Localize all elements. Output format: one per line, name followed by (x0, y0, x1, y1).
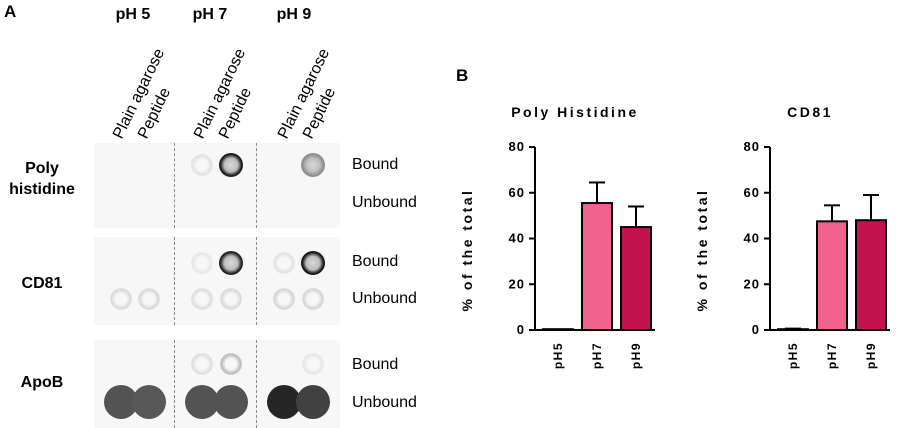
blot-spot (267, 385, 301, 419)
row-label-line: ApoB (20, 374, 64, 391)
bound-label: Bound (352, 356, 399, 373)
row-label-line: histidine (9, 181, 75, 198)
blot-spot (191, 288, 213, 310)
blot-spot (214, 385, 248, 419)
y-tick-label: 40 (744, 231, 760, 246)
x-tick-label: pH7 (825, 342, 839, 369)
blot-spot (220, 288, 242, 310)
ph-header-9: pH 9 (276, 6, 312, 23)
x-tick-label: pH7 (590, 342, 604, 369)
chart-title: CD81 (787, 104, 833, 120)
lane-divider (256, 237, 257, 325)
lane-divider (174, 237, 175, 325)
blot-spot (273, 252, 295, 274)
blot-spot (219, 251, 243, 275)
row-label-line: Poly (25, 160, 59, 177)
blot-spot (138, 288, 160, 310)
blot-spot (219, 153, 243, 177)
unbound-label: Unbound (352, 290, 417, 307)
bound-label: Bound (352, 253, 399, 270)
y-axis-label: % of the total (694, 189, 710, 312)
lane-divider (256, 143, 257, 228)
bar (581, 202, 613, 331)
y-tick-label: 60 (744, 185, 760, 200)
blot-spot (191, 252, 213, 274)
y-tick-label: 20 (744, 276, 760, 291)
blot-spot (301, 153, 325, 177)
chart-cd81: CD81 % of the total 0 20 40 60 80 pH5 pH7 pH9 (694, 104, 890, 369)
bar (855, 219, 887, 331)
chart-title: Poly Histidine (511, 104, 639, 120)
lane-divider (174, 143, 175, 228)
panel-a-letter: A (4, 2, 17, 21)
blot-spot (185, 385, 219, 419)
x-tick-label: pH9 (629, 342, 643, 369)
blot-spot (296, 385, 330, 419)
lane-divider (174, 340, 175, 428)
blot-spot (273, 288, 295, 310)
x-tick-label: pH9 (864, 342, 878, 369)
blot-strip-cd81 (94, 237, 340, 325)
x-tick-label: pH5 (786, 342, 800, 369)
y-tick-label: 0 (517, 322, 525, 337)
row-label-poly-histidine: Poly histidine (0, 158, 84, 200)
y-tick-label: 80 (509, 139, 525, 154)
bound-label: Bound (352, 156, 399, 173)
unbound-label: Unbound (352, 394, 417, 411)
row-label-line: CD81 (21, 275, 63, 292)
bar (620, 226, 652, 331)
ph-header-5: pH 5 (115, 6, 151, 23)
y-tick-label: 60 (509, 185, 525, 200)
blot-spot (191, 154, 213, 176)
blot-spot (220, 353, 242, 375)
blot-spot (191, 353, 213, 375)
y-axis-label: % of the total (459, 189, 475, 312)
blot-spot (132, 385, 166, 419)
y-tick-label: 20 (509, 276, 525, 291)
ph-header-7: pH 7 (192, 6, 228, 23)
blot-spot (302, 288, 324, 310)
bar (816, 220, 848, 331)
row-label-cd81: CD81 (0, 273, 84, 294)
lane-divider (256, 340, 257, 428)
y-tick-label: 80 (744, 139, 760, 154)
blot-strip-apob (94, 340, 340, 428)
unbound-label: Unbound (352, 194, 417, 211)
x-tick-label: pH5 (551, 342, 565, 369)
bar-charts: Poly Histidine % of the total 0 20 40 60 80 p… (459, 104, 890, 369)
blot-spot (302, 353, 324, 375)
row-label-apob: ApoB (0, 372, 84, 393)
chart-poly-histidine: Poly Histidine % of the total 0 20 40 60 80 p… (459, 104, 655, 369)
blot-spot (301, 251, 325, 275)
blot-strip-poly-histidine (94, 143, 340, 228)
blot-spot (110, 288, 132, 310)
bar (542, 328, 574, 331)
panel-b-letter: B (456, 66, 469, 85)
y-tick-label: 40 (509, 231, 525, 246)
y-tick-label: 0 (752, 322, 760, 337)
